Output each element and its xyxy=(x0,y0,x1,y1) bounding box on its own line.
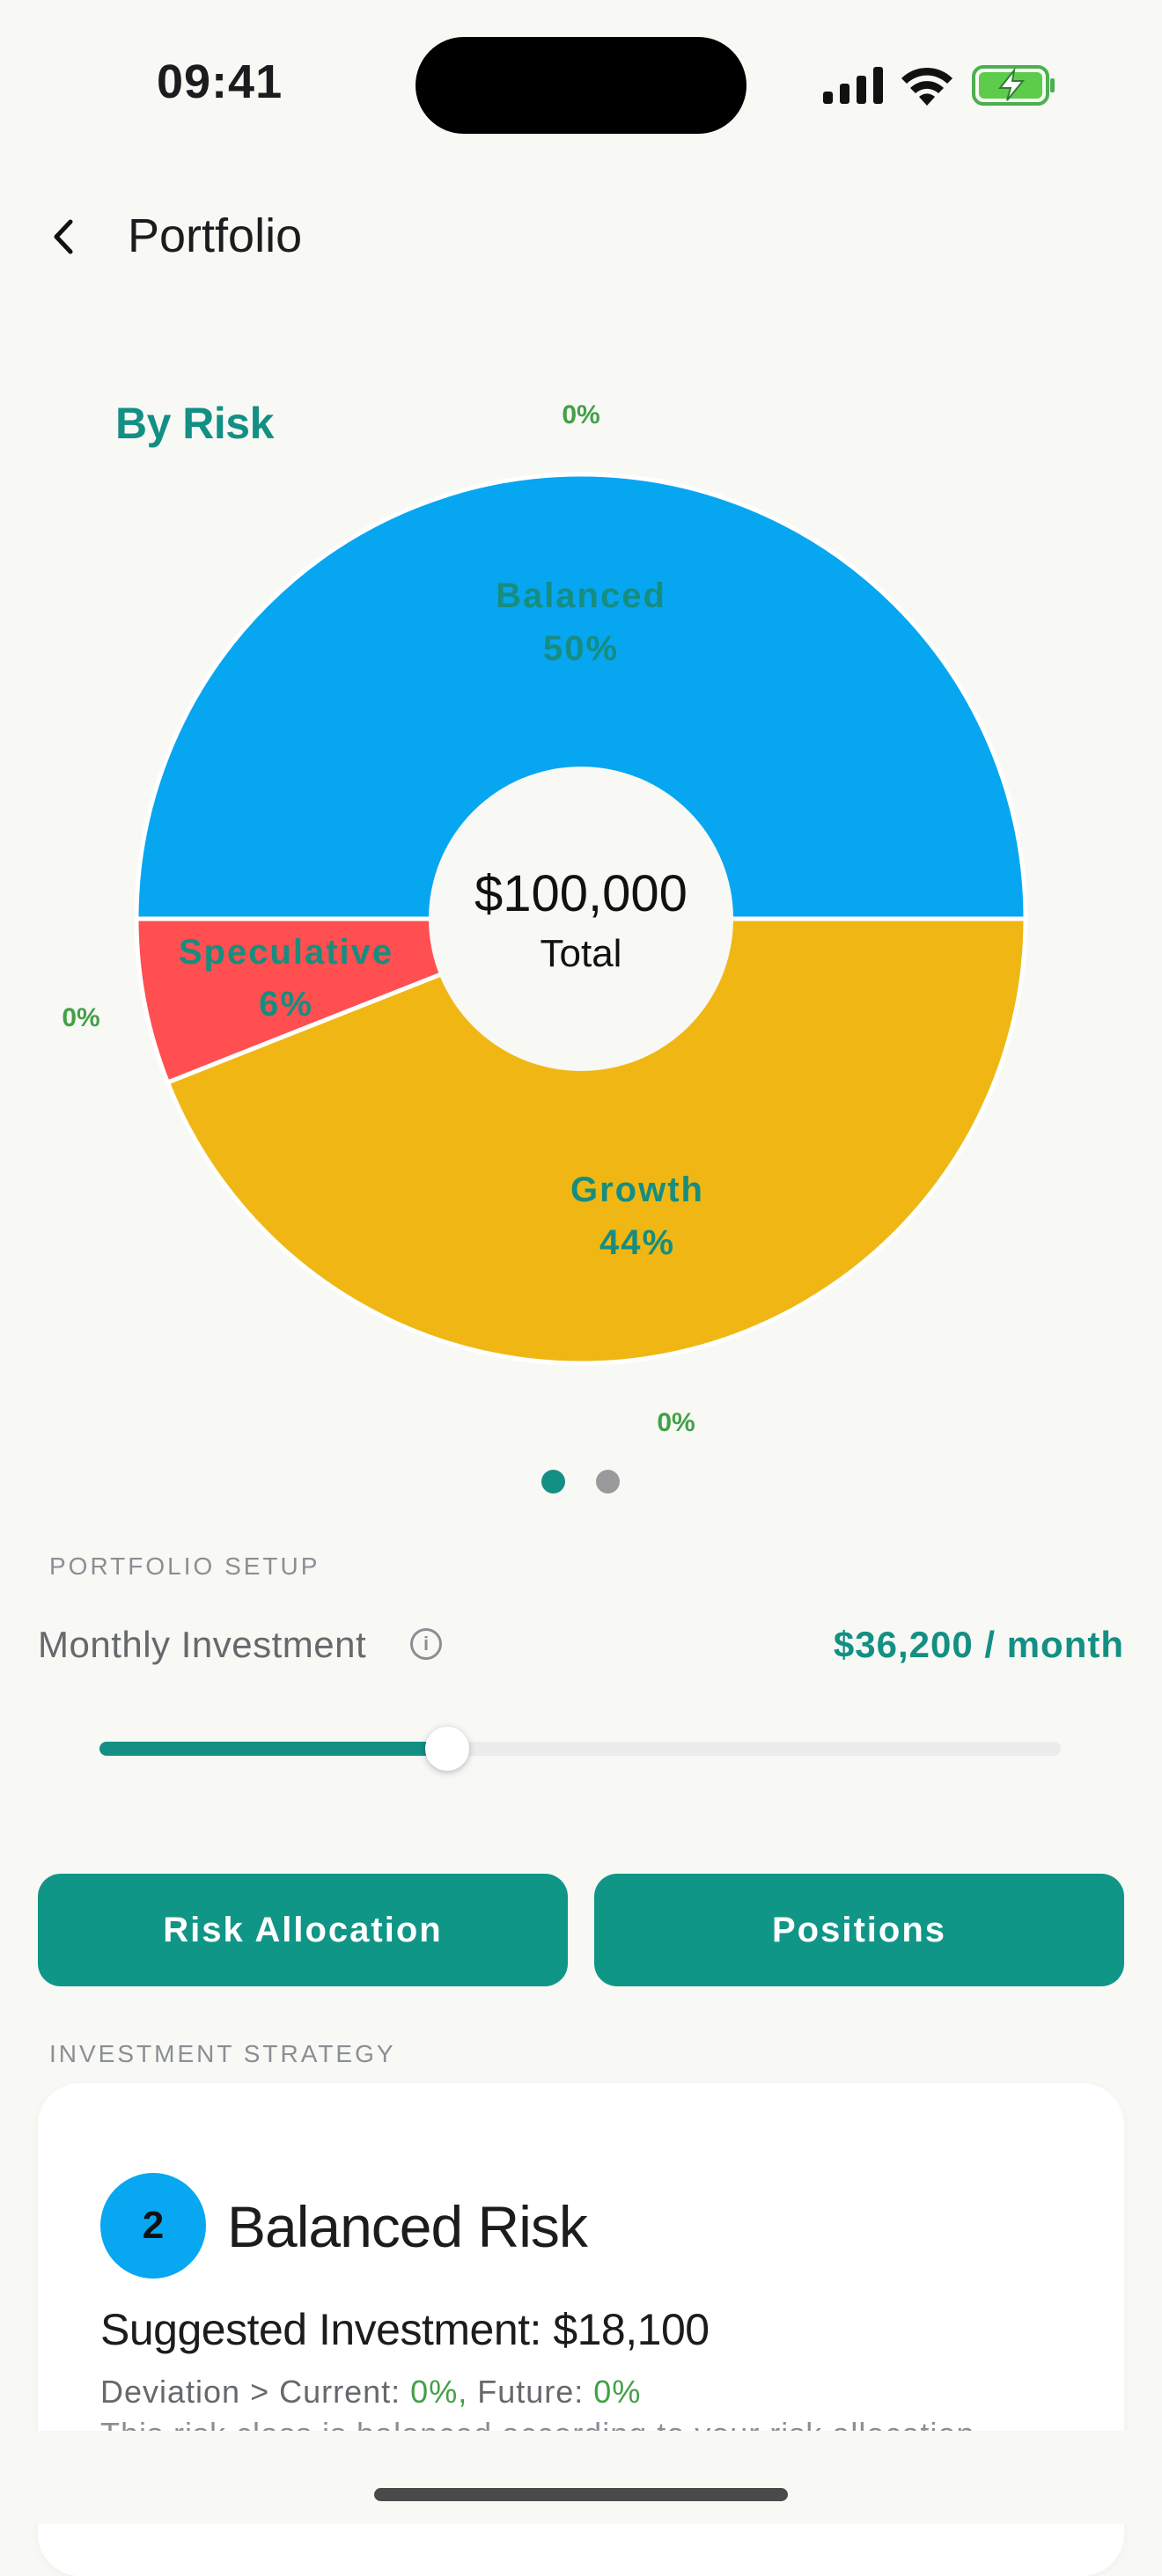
investment-slider-fill xyxy=(99,1742,448,1756)
wifi-icon xyxy=(901,67,952,106)
positions-button[interactable]: Positions xyxy=(594,1874,1124,1986)
page-dot-inactive[interactable] xyxy=(596,1470,620,1493)
investment-slider-thumb[interactable] xyxy=(425,1727,470,1771)
pie-slice-growth[interactable] xyxy=(165,916,1028,1366)
battery-charging-icon xyxy=(972,65,1055,106)
page-dot-active[interactable] xyxy=(541,1470,565,1493)
strategy-card-title: Balanced Risk xyxy=(227,2194,588,2259)
slice-name-growth: Growth xyxy=(570,1171,704,1209)
info-icon[interactable]: i xyxy=(410,1628,442,1660)
pie-slice-balanced[interactable] xyxy=(134,472,1028,921)
risk-pie-chart[interactable]: $100,000 Total 0% 0% 0% Balanced 50% Gro… xyxy=(0,0,1162,1496)
deviation-current-value: 0%, xyxy=(410,2374,468,2410)
deviation-prefix: Deviation > Current: xyxy=(100,2374,401,2410)
slice-percent-speculative: 6% xyxy=(259,985,313,1024)
bottom-fade xyxy=(0,2431,1162,2524)
page-title: Portfolio xyxy=(128,209,303,262)
total-label: Total xyxy=(541,932,622,975)
slice-name-balanced: Balanced xyxy=(496,576,666,615)
dynamic-island xyxy=(416,37,746,134)
deviation-future-value: 0% xyxy=(593,2374,642,2410)
deviation-line: Deviation > Current: 0%, Future: 0% xyxy=(100,2374,641,2411)
risk-allocation-button[interactable]: Risk Allocation xyxy=(38,1874,568,1986)
slice-percent-growth: 44% xyxy=(599,1223,675,1262)
zero-label-bottom: 0% xyxy=(657,1408,695,1437)
chart-title: By Risk xyxy=(115,399,274,448)
risk-class-badge: 2 xyxy=(100,2173,206,2279)
status-time: 09:41 xyxy=(157,55,283,108)
zero-label-left: 0% xyxy=(62,1003,99,1032)
total-amount: $100,000 xyxy=(474,865,688,922)
monthly-investment-value: $36,200 / month xyxy=(833,1624,1124,1665)
monthly-investment-label: Monthly Investment xyxy=(38,1624,367,1665)
home-indicator[interactable] xyxy=(374,2488,788,2501)
suggested-investment: Suggested Investment: $18,100 xyxy=(100,2305,710,2354)
pie-center-hole xyxy=(429,767,733,1071)
slice-name-speculative: Speculative xyxy=(179,933,393,972)
section-title-portfolio-setup: PORTFOLIO SETUP xyxy=(49,1552,320,1580)
zero-label-top: 0% xyxy=(562,400,599,429)
back-chevron-icon[interactable] xyxy=(49,218,77,255)
cellular-signal-icon xyxy=(823,67,883,104)
deviation-future-label: Future: xyxy=(477,2374,585,2410)
slice-percent-balanced: 50% xyxy=(543,629,619,668)
section-title-investment-strategy: INVESTMENT STRATEGY xyxy=(49,2040,396,2067)
